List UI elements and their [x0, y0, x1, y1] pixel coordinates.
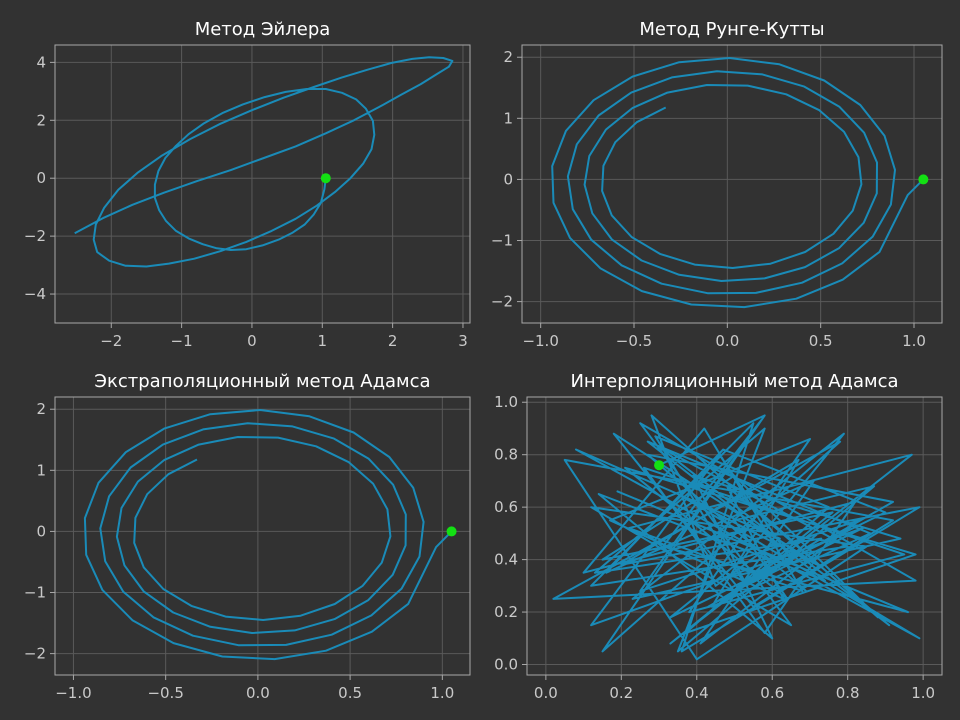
trajectory-line — [551, 57, 925, 309]
y-tick-label: 0 — [36, 169, 46, 187]
x-tick-label: −0.5 — [147, 684, 183, 702]
y-tick-label: −2 — [491, 293, 513, 311]
x-tick-label: −1.0 — [522, 332, 558, 350]
axes-frame — [54, 44, 471, 324]
y-tick-label: −2 — [24, 645, 46, 663]
y-tick-label: 0 — [503, 170, 513, 188]
subplot-4: 0.0 0.2 0.4 0.6 0.8 1.0 0.0 0.2 0.4 0.6 0.8 1.0 Инте… — [494, 371, 943, 702]
start-point-marker — [918, 174, 929, 185]
x-tick-label: −1 — [171, 332, 193, 350]
start-point-marker — [654, 460, 665, 471]
x-tick-label: 0.2 — [609, 684, 633, 702]
y-tick-label: −2 — [24, 227, 46, 245]
x-tick-label: 0.0 — [534, 684, 558, 702]
x-tick-label: 0.5 — [338, 684, 362, 702]
x-tick-label: 1.0 — [902, 332, 926, 350]
x-tick-label: 0.0 — [246, 684, 270, 702]
subplot-title: Интерполяционный метод Адамса — [570, 371, 898, 392]
start-point-marker — [446, 526, 457, 537]
subplot-3: −1.0 −0.5 0.0 0.5 1.0 −2 −1 0 1 2 Экстраполяционны… — [24, 371, 471, 702]
start-point-marker — [320, 173, 331, 184]
y-tick-label: 2 — [503, 48, 513, 66]
y-tick-label: 0 — [36, 522, 46, 540]
y-tick-label: 2 — [36, 111, 46, 129]
x-tick-label: 0.6 — [760, 684, 784, 702]
subplot-title: Метод Рунге-Кутты — [639, 19, 824, 40]
subplot-title: Экстраполяционный метод Адамса — [94, 371, 430, 392]
x-tick-label: −2 — [100, 332, 122, 350]
x-tick-label: 2 — [388, 332, 398, 350]
y-tick-label: −1 — [24, 584, 46, 602]
y-tick-label: 1.0 — [494, 393, 518, 411]
trajectory-line — [74, 56, 454, 268]
x-tick-label: 0.4 — [685, 684, 709, 702]
axes-frame — [54, 396, 471, 676]
y-tick-label: 2 — [36, 400, 46, 418]
x-tick-label: 1.0 — [911, 684, 935, 702]
y-tick-label: 0.2 — [494, 603, 518, 621]
x-tick-label: 1.0 — [430, 684, 454, 702]
x-tick-label: 3 — [458, 332, 468, 350]
axes-frame — [521, 44, 943, 324]
axes-frame — [526, 396, 943, 676]
y-tick-label: −4 — [24, 285, 46, 303]
trajectory-line — [83, 409, 453, 661]
x-tick-label: 1 — [318, 332, 328, 350]
x-tick-label: −1.0 — [55, 684, 91, 702]
y-tick-label: 0.0 — [494, 656, 518, 674]
x-tick-label: 0.0 — [715, 332, 739, 350]
y-tick-label: −1 — [491, 232, 513, 250]
subplot-1: −2 −1 0 1 2 3 −4 −2 0 2 4 Метод Эйлера — [24, 19, 471, 350]
y-tick-label: 0.6 — [494, 498, 518, 516]
x-tick-label: 0.5 — [809, 332, 833, 350]
subplot-title: Метод Эйлера — [195, 19, 331, 40]
subplot-2: −1.0 −0.5 0.0 0.5 1.0 −2 −1 0 1 2 Метод Рунге-Кутт… — [491, 19, 943, 350]
y-tick-label: 1 — [503, 109, 513, 127]
y-tick-label: 0.8 — [494, 446, 518, 464]
y-tick-label: 1 — [36, 461, 46, 479]
x-tick-label: −0.5 — [616, 332, 652, 350]
y-tick-label: 4 — [36, 53, 46, 71]
x-tick-label: 0.8 — [836, 684, 860, 702]
x-tick-label: 0 — [247, 332, 257, 350]
trajectory-line — [552, 414, 921, 661]
y-tick-label: 0.4 — [494, 551, 518, 569]
